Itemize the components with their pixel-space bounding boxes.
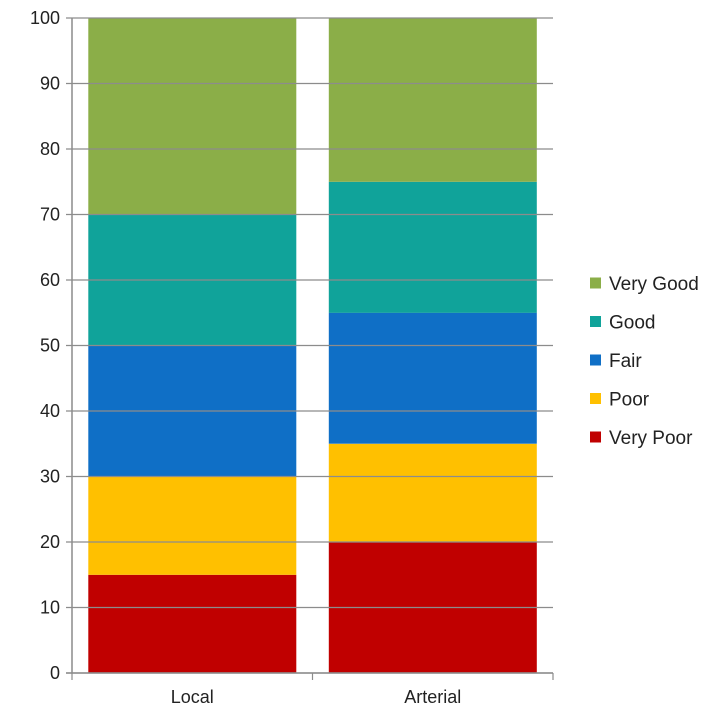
bar-local-poor xyxy=(88,476,297,575)
bar-arterial-good xyxy=(328,181,537,313)
y-tick-label-10: 10 xyxy=(40,598,60,618)
legend-label-very-good: Very Good xyxy=(609,274,699,295)
legend-swatch-good xyxy=(590,316,601,327)
bar-arterial-very-good xyxy=(328,18,537,182)
y-tick-label-30: 30 xyxy=(40,467,60,487)
legend-swatch-poor xyxy=(590,393,601,404)
legend-label-fair: Fair xyxy=(609,351,642,372)
legend: Very Good Good Fair Poor Very Poor xyxy=(590,274,699,449)
y-tick-label-0: 0 xyxy=(50,663,60,683)
legend-swatch-very-poor xyxy=(590,431,601,443)
bar-arterial-poor xyxy=(328,443,537,543)
y-tick-label-40: 40 xyxy=(40,401,60,421)
legend-label-poor: Poor xyxy=(609,390,650,411)
y-tick-label-50: 50 xyxy=(40,336,60,356)
bar-local-very-poor xyxy=(88,574,297,674)
x-tick-label-arterial: Arterial xyxy=(404,687,461,707)
x-tick-label-local: Local xyxy=(171,687,214,707)
y-tick-label-20: 20 xyxy=(40,532,60,552)
legend-swatch-fair xyxy=(590,354,601,366)
y-tick-label-60: 60 xyxy=(40,270,60,290)
legend-label-very-poor: Very Poor xyxy=(609,428,693,449)
y-tick-label-70: 70 xyxy=(40,205,60,225)
legend-label-good: Good xyxy=(609,313,655,334)
y-tick-label-80: 80 xyxy=(40,139,60,159)
bar-local-very-good xyxy=(88,18,297,215)
bar-arterial-fair xyxy=(328,312,537,444)
legend-swatch-very-good xyxy=(590,277,601,289)
y-tick-label-90: 90 xyxy=(40,74,60,94)
axes-layer: 0 10 20 30 40 50 60 70 80 90 100 Local Arterial xyxy=(30,8,554,707)
y-tick-label-100: 100 xyxy=(30,8,60,28)
